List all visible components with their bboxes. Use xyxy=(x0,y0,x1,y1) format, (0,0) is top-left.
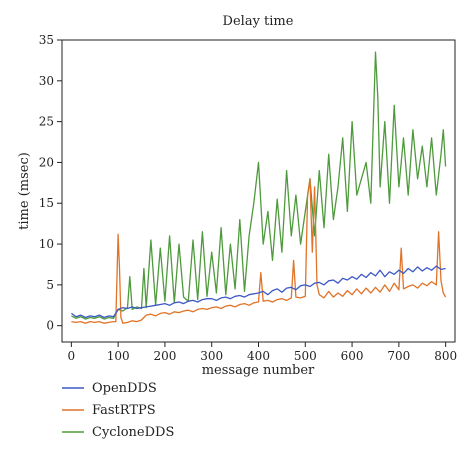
series-line-opendds xyxy=(71,265,446,319)
legend-label: OpenDDS xyxy=(92,381,157,396)
chart-title: Delay time xyxy=(223,14,294,29)
y-tick-label: 5 xyxy=(46,278,54,292)
y-axis-title: time (msec) xyxy=(17,152,32,230)
y-tick-label: 10 xyxy=(39,237,54,251)
y-tick-label: 20 xyxy=(39,155,54,169)
x-tick-label: 600 xyxy=(341,349,364,363)
legend-label: CycloneDDS xyxy=(92,425,174,440)
x-tick-label: 500 xyxy=(294,349,317,363)
y-tick-label: 35 xyxy=(39,33,54,47)
legend: OpenDDS FastRTPS CycloneDDS xyxy=(62,381,174,440)
y-tick-label: 15 xyxy=(39,196,54,210)
legend-label: FastRTPS xyxy=(92,403,156,418)
x-tick-label: 300 xyxy=(200,349,223,363)
x-axis-title: message number xyxy=(202,363,315,378)
x-tick-label: 0 xyxy=(68,349,76,363)
y-tick-label: 25 xyxy=(39,115,54,129)
x-axis: 0 100 200 300 400 500 600 700 800 xyxy=(68,342,457,363)
series-lines xyxy=(71,51,447,324)
y-tick-label: 30 xyxy=(39,74,54,88)
series-line-fastrtps xyxy=(71,178,447,324)
y-tick-label: 0 xyxy=(46,319,54,333)
x-tick-label: 700 xyxy=(387,349,410,363)
x-tick-label: 100 xyxy=(107,349,130,363)
series-line-cyclonedds xyxy=(71,51,447,320)
y-axis: 0 5 10 15 20 25 30 35 xyxy=(39,33,62,333)
x-tick-label: 400 xyxy=(247,349,270,363)
x-tick-label: 200 xyxy=(153,349,176,363)
x-tick-label: 800 xyxy=(434,349,457,363)
